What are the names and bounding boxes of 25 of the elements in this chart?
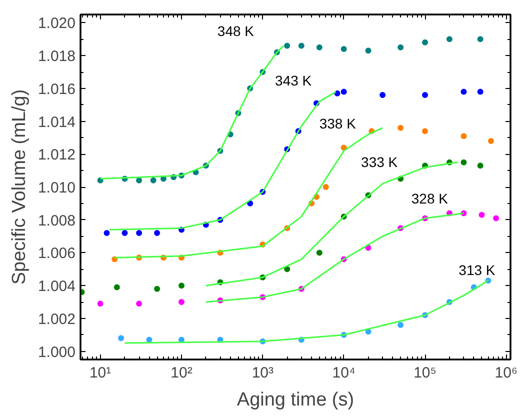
x-tick-label: 10⁵ bbox=[414, 364, 436, 382]
series-label: 313 K bbox=[458, 262, 496, 278]
y-tick-label: 1.012 bbox=[38, 146, 76, 164]
y-axis-title: Specific Volume (mL/g) bbox=[8, 89, 30, 285]
x-tick-label: 10⁶ bbox=[494, 364, 518, 382]
series-label: 343 K bbox=[275, 72, 312, 88]
x-tick-label: 10² bbox=[170, 364, 192, 382]
y-tick-label: 1.002 bbox=[38, 310, 76, 328]
y-tick-label: 1.008 bbox=[38, 212, 76, 230]
y-tick-label: 1.004 bbox=[38, 278, 76, 296]
x-tick-label: 10¹ bbox=[89, 364, 112, 382]
x-tick-label: 10⁴ bbox=[332, 364, 356, 382]
series-label: 348 K bbox=[217, 23, 255, 40]
x-axis-title: Aging time (s) bbox=[236, 390, 354, 410]
y-tick-label: 1.010 bbox=[38, 180, 76, 196]
y-tick-label: 1.020 bbox=[38, 15, 76, 32]
y-tick-label: 1.018 bbox=[38, 48, 76, 66]
y-tick-label: 1.014 bbox=[38, 114, 76, 131]
y-tick-label: 1.006 bbox=[38, 245, 76, 262]
series-label: 338 K bbox=[319, 116, 357, 132]
x-tick-label: 10³ bbox=[252, 364, 274, 382]
series-label: 328 K bbox=[411, 190, 449, 207]
series-label: 333 K bbox=[361, 154, 398, 170]
y-tick-label: 1.000 bbox=[38, 344, 76, 361]
y-tick-label: 1.016 bbox=[38, 80, 76, 98]
